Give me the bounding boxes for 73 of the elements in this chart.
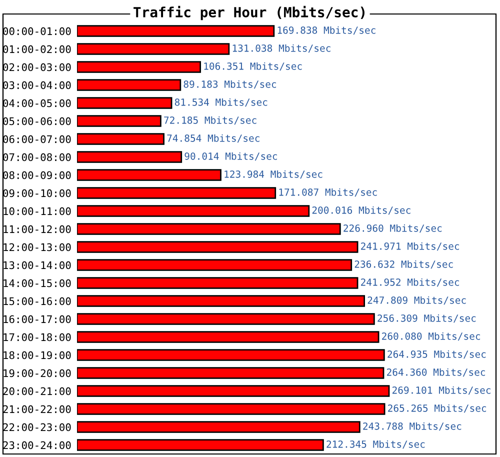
bar bbox=[77, 295, 366, 307]
bar bbox=[77, 259, 352, 271]
bar bbox=[77, 403, 386, 415]
bar bbox=[77, 385, 390, 397]
y-tick-label: 04:00-05:00 bbox=[3, 99, 71, 108]
data-label: 106.351 Mbits/sec bbox=[204, 62, 302, 71]
bar bbox=[77, 367, 384, 379]
y-tick-label: 02:00-03:00 bbox=[3, 63, 71, 72]
bar bbox=[77, 25, 275, 37]
y-tick-label: 13:00-14:00 bbox=[4, 261, 71, 270]
bar bbox=[77, 79, 182, 91]
bar bbox=[77, 169, 222, 181]
data-label: 200.016 Mbits/sec bbox=[312, 206, 410, 215]
bar bbox=[77, 61, 201, 73]
chart-title: Traffic per Hour (Mbits/sec) bbox=[134, 6, 364, 20]
data-label: 171.087 Mbits/sec bbox=[279, 188, 377, 197]
y-tick-label: 08:00-09:00 bbox=[3, 171, 71, 180]
bar bbox=[77, 349, 385, 361]
y-tick-label: 16:00-17:00 bbox=[4, 315, 71, 324]
data-label: 212.345 Mbits/sec bbox=[326, 440, 425, 449]
y-tick-label: 07:00-08:00 bbox=[3, 153, 71, 162]
y-tick-label: 11:00-12:00 bbox=[4, 225, 71, 234]
y-tick-label: 22:00-23:00 bbox=[3, 423, 71, 432]
data-label: 241.952 Mbits/sec bbox=[361, 278, 459, 287]
y-tick-label: 20:00-21:00 bbox=[3, 387, 71, 396]
data-label: 74.854 Mbits/sec bbox=[167, 134, 260, 143]
bar bbox=[77, 439, 324, 451]
y-tick-label: 14:00-15:00 bbox=[4, 279, 71, 288]
data-label: 131.038 Mbits/sec bbox=[232, 44, 330, 53]
bar bbox=[77, 205, 310, 217]
bar bbox=[77, 223, 341, 235]
y-tick-label: 19:00-20:00 bbox=[4, 369, 71, 378]
data-label: 81.534 Mbits/sec bbox=[174, 98, 268, 107]
y-tick-label: 00:00-01:00 bbox=[3, 27, 71, 36]
data-label: 226.960 Mbits/sec bbox=[344, 224, 442, 233]
bar bbox=[77, 187, 276, 199]
y-tick-label: 15:00-16:00 bbox=[4, 297, 71, 306]
data-label: 72.185 Mbits/sec bbox=[164, 116, 256, 125]
bar bbox=[77, 277, 358, 289]
y-tick-label: 18:00-19:00 bbox=[4, 351, 71, 360]
data-label: 256.309 Mbits/sec bbox=[378, 314, 476, 323]
bar bbox=[77, 97, 172, 109]
bar bbox=[77, 241, 358, 253]
bar bbox=[77, 313, 375, 325]
bar bbox=[77, 421, 360, 433]
y-tick-label: 03:00-04:00 bbox=[3, 81, 71, 90]
y-tick-label: 05:00-06:00 bbox=[3, 117, 71, 126]
bar bbox=[77, 133, 164, 145]
bar bbox=[77, 115, 162, 127]
y-tick-label: 12:00-13:00 bbox=[4, 243, 71, 252]
bar bbox=[77, 43, 230, 55]
bar bbox=[77, 331, 380, 343]
data-label: 264.935 Mbits/sec bbox=[388, 350, 486, 359]
data-label: 260.080 Mbits/sec bbox=[382, 332, 480, 341]
data-label: 89.183 Mbits/sec bbox=[184, 80, 276, 89]
data-label: 123.984 Mbits/sec bbox=[224, 170, 322, 179]
data-label: 264.360 Mbits/sec bbox=[387, 368, 485, 377]
y-tick-label: 10:00-11:00 bbox=[4, 207, 71, 216]
y-tick-label: 06:00-07:00 bbox=[3, 135, 71, 144]
data-label: 247.809 Mbits/sec bbox=[368, 296, 466, 305]
data-label: 169.838 Mbits/sec bbox=[278, 26, 376, 35]
data-label: 236.632 Mbits/sec bbox=[354, 260, 453, 269]
y-tick-label: 09:00-10:00 bbox=[3, 189, 71, 198]
y-tick-label: 01:00-02:00 bbox=[3, 45, 71, 54]
y-tick-label: 21:00-22:00 bbox=[3, 405, 71, 414]
data-label: 243.788 Mbits/sec bbox=[363, 422, 462, 431]
y-tick-label: 17:00-18:00 bbox=[4, 333, 71, 342]
y-tick-label: 23:00-24:00 bbox=[3, 441, 71, 450]
data-label: 241.971 Mbits/sec bbox=[361, 242, 460, 251]
bar bbox=[77, 151, 182, 163]
data-label: 265.265 Mbits/sec bbox=[388, 404, 486, 413]
data-label: 90.014 Mbits/sec bbox=[184, 152, 277, 161]
data-label: 269.101 Mbits/sec bbox=[392, 386, 490, 395]
